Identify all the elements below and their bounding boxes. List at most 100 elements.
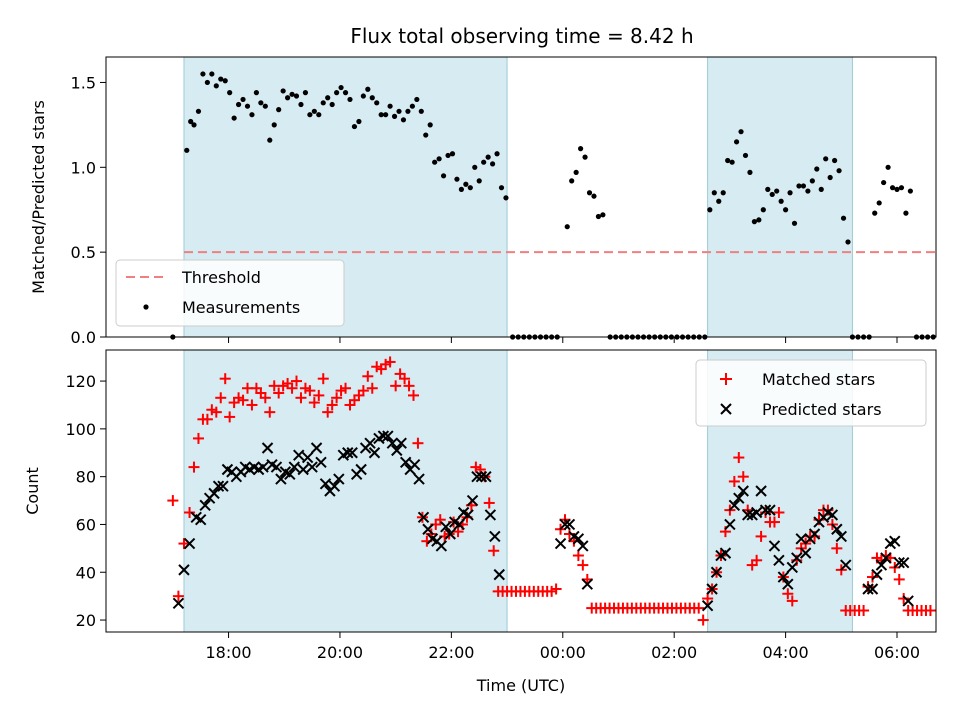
matched-star-point [172,590,184,602]
predicted-stars-series [172,430,914,612]
predicted-star-point [755,485,767,497]
predicted-star-point [297,463,309,476]
measurement-point [805,188,811,194]
measurement-point [253,90,260,96]
predicted-star-point [270,461,283,473]
predicted-star-point [484,509,497,521]
matched-star-point [384,356,396,368]
predicted-star-point [199,499,211,512]
legend-measurements-label: Measurements [182,298,300,317]
measurement-point [365,86,371,92]
measurement-point [409,103,415,109]
measurement-point [302,90,309,96]
matched-star-point [403,380,415,392]
measurement-point [307,112,313,118]
matched-star-point [768,516,780,528]
measurement-point [836,168,842,174]
predicted-star-point [319,478,332,490]
legend-matched-swatch [720,373,732,385]
measurement-point [742,152,749,159]
predicted-star-point [422,523,434,535]
predicted-star-point [577,540,589,552]
matched-star-point [322,406,334,418]
measurement-point [289,91,295,97]
predicted-star-point [706,583,718,595]
measurement-point [832,157,838,164]
measurement-point [188,118,194,125]
matched-star-point [755,530,767,542]
predicted-star-point [475,470,488,483]
predicted-star-point [742,509,754,521]
bottom-ytick-label-4: 100 [65,420,96,439]
measurement-point [454,176,460,182]
predicted-star-point [826,509,839,521]
measurement-point [729,159,735,165]
measurement-point [791,220,798,226]
measurement-point [845,239,851,245]
measurement-point [195,108,202,114]
predicted-star-point [902,595,914,607]
top-ytick-label-0: 0.0 [71,328,96,347]
matched-star-point [407,389,419,401]
predicted-star-point [581,578,593,590]
predicted-star-point [719,547,732,559]
predicted-star-point [893,556,905,569]
measurement-point [503,195,509,201]
bottom-legend: Matched stars Predicted stars [695,359,927,427]
matched-star-point [697,614,709,626]
matched-star-point [201,413,213,425]
predicted-star-point [466,494,479,507]
measurement-point [889,185,896,191]
measurement-point [391,113,398,119]
predicted-star-point [217,480,229,492]
measurement-point [600,212,606,218]
bottom-legend-box [695,359,927,427]
matched-star-point [264,406,276,418]
bottom-ytick-label-1: 40 [76,563,96,582]
top-axes: 0.0 0.5 1.0 1.5 [71,73,898,347]
matched-star-point [304,385,316,397]
measurement-point [578,146,584,152]
bottom-axes: 20 40 60 80 100 120 18:00 20:00 22:00 00:00 02:00 0… [65,372,920,662]
predicted-star-point [866,583,879,595]
matched-star-point [773,507,785,519]
measurement-point [467,185,473,191]
matched-star-point [331,392,343,404]
matched-star-point [483,497,495,509]
predicted-star-point [293,449,305,461]
predicted-star-point [408,459,421,471]
predicted-star-point [733,492,745,504]
matched-star-point [786,595,798,607]
measurement-point [751,219,758,225]
matched-star-point [858,604,870,616]
measurement-point [280,88,286,94]
measurement-point [369,95,375,101]
measurement-point [400,117,407,123]
predicted-star-point [306,461,318,473]
measurement-point [898,185,905,191]
measurement-point [249,112,255,118]
measurement-point [498,185,505,191]
bottom-panel: 20 40 60 80 100 120 18:00 20:00 22:00 00:00 02:00 0… [23,349,937,695]
predicted-star-point [835,530,848,543]
predicted-star-point [194,513,207,526]
matched-star-point [390,380,402,392]
matched-star-point [317,373,329,385]
predicted-star-point [875,559,888,571]
top-legend: Threshold Measurements [115,259,345,327]
measurement-point [760,207,766,213]
measurement-point [387,103,393,109]
measurement-point [782,207,789,213]
predicted-star-point [208,487,220,500]
measurement-point [320,100,326,106]
measurement-point [756,217,762,223]
matched-star-point [831,542,843,554]
top-panel: 0.0 0.5 1.0 1.5 Flux total observing time =… [29,24,937,347]
predicted-star-point [462,509,474,521]
measurement-point [595,213,602,220]
measurement-point [814,166,820,172]
measurement-point [885,164,891,170]
matched-star-point [237,394,249,406]
predicted-star-point [880,552,892,564]
measurement-point [489,161,496,167]
